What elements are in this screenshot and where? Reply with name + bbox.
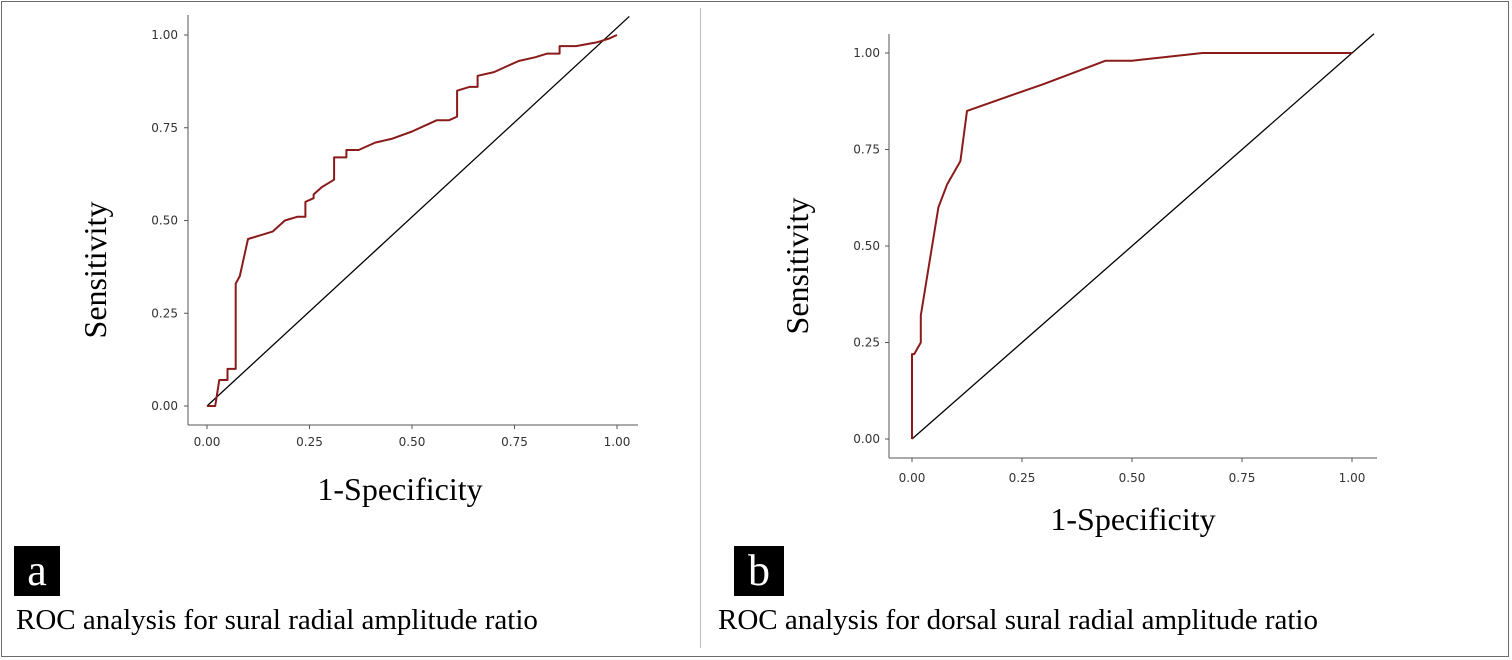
y-tick-label-a: 0.75 [151,121,178,135]
reference-diagonal-a [206,15,630,407]
caption-a: ROC analysis for sural radial amplitude … [16,604,538,636]
x-tick-label-a: 0.50 [399,435,426,449]
x-tick-label-a: 0.00 [194,435,221,449]
x-tick-label-b: 0.00 [899,471,926,485]
roc-curve-a [207,34,618,407]
y-tick-label-b: 0.75 [853,143,880,157]
y-tick-label-a: 0.25 [151,306,178,320]
x-tick-label-b: 0.50 [1119,471,1146,485]
panel-divider [700,8,701,648]
x-tick-label-a: 0.25 [296,435,323,449]
x-axis-title-a: 1-Specificity [317,471,482,507]
caption-b: ROC analysis for dorsal sural radial amp… [718,604,1318,636]
y-axis-title-b: Sensitivity [779,198,815,335]
roc-curve-b [911,52,1352,439]
y-tick-label-b: 0.50 [853,239,880,253]
x-tick-label-b: 1.00 [1339,471,1366,485]
x-axis-title-b: 1-Specificity [1050,501,1215,537]
y-tick-label-b: 0.25 [853,336,880,350]
panel-letter-b: b [734,546,784,596]
x-tick-label-a: 0.75 [501,435,528,449]
x-tick-label-a: 1.00 [604,435,631,449]
y-tick-label-b: 1.00 [853,46,880,60]
y-tick-label-a: 0.00 [151,399,178,413]
y-tick-label-a: 0.50 [151,214,178,228]
y-tick-label-a: 1.00 [151,28,178,42]
y-tick-label-b: 0.00 [853,432,880,446]
x-tick-label-b: 0.75 [1229,471,1256,485]
reference-diagonal-b [911,33,1375,440]
panel-letter-a: a [14,546,60,596]
y-axis-title-a: Sensitivity [77,202,113,339]
x-tick-label-b: 0.25 [1009,471,1036,485]
